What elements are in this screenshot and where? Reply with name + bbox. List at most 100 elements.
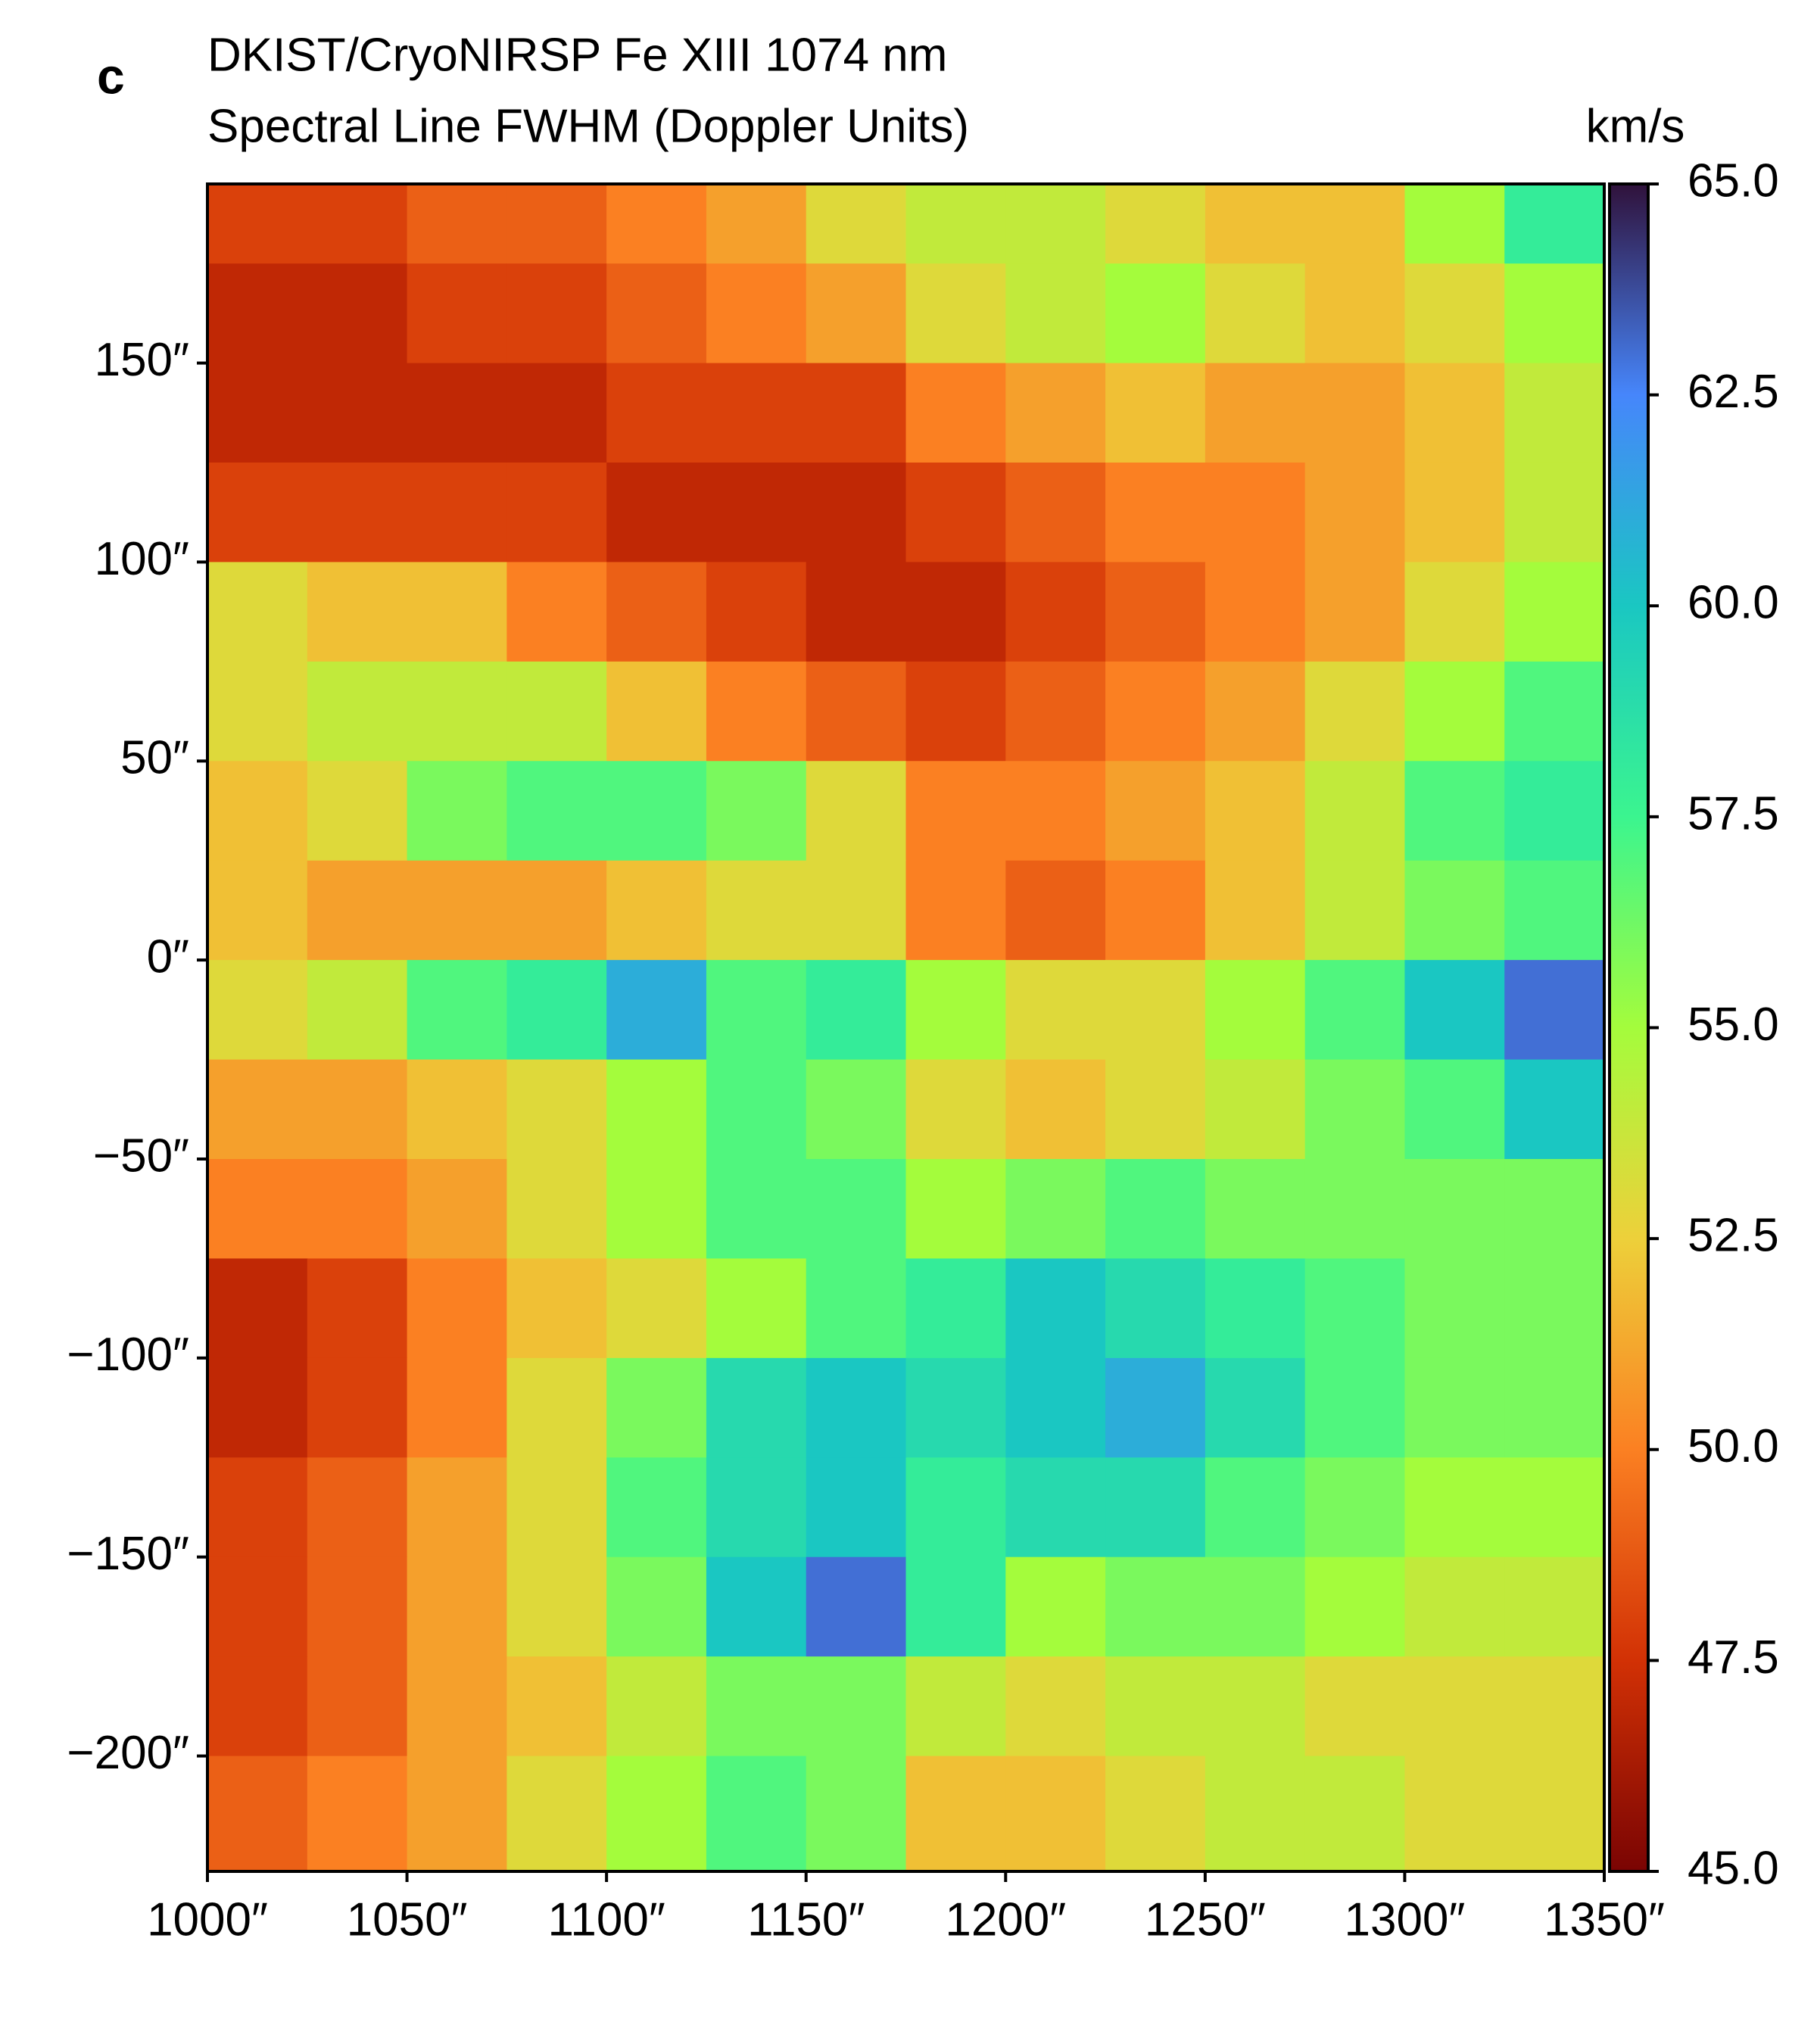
heatmap-cell (1005, 661, 1106, 762)
colorbar-tick-label: 52.5 (1688, 1210, 1779, 1262)
heatmap-cell (1404, 1556, 1505, 1657)
heatmap-cell (905, 1457, 1006, 1558)
heatmap-cell (307, 462, 408, 562)
heatmap-cell (307, 1756, 408, 1872)
heatmap-cell (207, 1059, 308, 1160)
heatmap-cell (1005, 860, 1106, 961)
heatmap-cell (1304, 860, 1405, 961)
heatmap-cell (1005, 1457, 1106, 1558)
heatmap-cell (1404, 363, 1505, 463)
y-tick-label: 0″ (147, 931, 189, 983)
heatmap-cell (1105, 562, 1206, 662)
heatmap-cell (606, 462, 707, 562)
heatmap-cell (1205, 1756, 1306, 1872)
x-tick-label: 1150″ (747, 1893, 865, 1946)
heatmap-cell (1105, 661, 1206, 762)
heatmap-cell (307, 1357, 408, 1458)
heatmap-cell (407, 263, 507, 364)
heatmap-cell (606, 562, 707, 662)
heatmap-cell (606, 1656, 707, 1757)
colorbar-tick-label: 55.0 (1688, 999, 1779, 1051)
heatmap-cell (1005, 462, 1106, 562)
heatmap-cell (1105, 860, 1206, 961)
heatmap-cell (1304, 1059, 1405, 1160)
heatmap-cell (806, 1258, 906, 1359)
heatmap-cell (1504, 1457, 1605, 1558)
heatmap-cell (706, 661, 807, 762)
heatmap-cell (407, 1357, 507, 1458)
y-tick-label: −100″ (67, 1329, 189, 1381)
heatmap-cell (207, 1158, 308, 1259)
heatmap-cell (307, 960, 408, 1061)
heatmap-cell (207, 1656, 308, 1757)
colorbar-label: km/s (1586, 100, 1685, 152)
heatmap-cell (207, 761, 308, 862)
heatmap-cell (706, 263, 807, 364)
heatmap-cell (905, 184, 1006, 264)
heatmap-cell (506, 661, 607, 762)
y-tick-label: −150″ (67, 1528, 189, 1580)
heatmap-cell (407, 363, 507, 463)
heatmap-cell (606, 761, 707, 862)
heatmap-cell (207, 462, 308, 562)
heatmap-cell (506, 1059, 607, 1160)
heatmap-cell (1304, 1556, 1405, 1657)
heatmap-cell (1205, 184, 1306, 264)
panel-label: c (97, 48, 125, 104)
heatmap-cell (1005, 1556, 1106, 1657)
heatmap-cell (706, 1258, 807, 1359)
heatmap-cell (1304, 960, 1405, 1061)
heatmap-cell (706, 1556, 807, 1657)
heatmap-cell (706, 1357, 807, 1458)
heatmap-cell (1404, 860, 1505, 961)
heatmap-cell (307, 1158, 408, 1259)
heatmap-cell (1304, 1756, 1405, 1872)
heatmap-cell (506, 1556, 607, 1657)
heatmap-cell (706, 1158, 807, 1259)
heatmap-cell (1504, 1059, 1605, 1160)
heatmap-cell (1205, 1258, 1306, 1359)
heatmap-cell (606, 1457, 707, 1558)
heatmap-cell (1005, 1357, 1106, 1458)
heatmap-cell (506, 860, 607, 961)
heatmap-cell (1005, 263, 1106, 364)
heatmap-cell (207, 1756, 308, 1872)
heatmap-cell (606, 1059, 707, 1160)
heatmap-cell (1005, 1756, 1106, 1872)
heatmap-cell (407, 1158, 507, 1259)
heatmap-cell (506, 761, 607, 862)
heatmap-cell (606, 363, 707, 463)
heatmap-cell (905, 1656, 1006, 1757)
heatmap-cell (407, 960, 507, 1061)
heatmap-cell (806, 960, 906, 1061)
heatmap-cell (1304, 1357, 1405, 1458)
heatmap-cell (1205, 960, 1306, 1061)
heatmap-cell (706, 1457, 807, 1558)
heatmap-cell (407, 1656, 507, 1757)
heatmap-cell (506, 960, 607, 1061)
heatmap-cell (606, 263, 707, 364)
heatmap-cell (706, 462, 807, 562)
heatmap-cell (307, 1258, 408, 1359)
heatmap-cell (1005, 1656, 1106, 1757)
heatmap-cell (1404, 263, 1505, 364)
colorbar-tick-label: 60.0 (1688, 577, 1779, 629)
heatmap-cell (1005, 562, 1106, 662)
heatmap-cell (407, 761, 507, 862)
x-tick-label: 1250″ (1145, 1893, 1266, 1946)
colorbar-tick-label: 50.0 (1688, 1420, 1779, 1472)
heatmap-cell (806, 562, 906, 662)
heatmap-cell (407, 860, 507, 961)
heatmap-cell (806, 1656, 906, 1757)
heatmap-cell (1404, 1258, 1505, 1359)
y-tick-label: 100″ (95, 533, 189, 585)
colorbar-tick-label: 45.0 (1688, 1842, 1779, 1894)
heatmap-cell (307, 1556, 408, 1657)
heatmap-cell (905, 860, 1006, 961)
x-tick-label: 1300″ (1344, 1893, 1465, 1946)
heatmap-cell (1404, 1357, 1505, 1458)
heatmap-cell (905, 1258, 1006, 1359)
x-tick-label: 1050″ (347, 1893, 468, 1946)
heatmap-cell (1005, 1059, 1106, 1160)
